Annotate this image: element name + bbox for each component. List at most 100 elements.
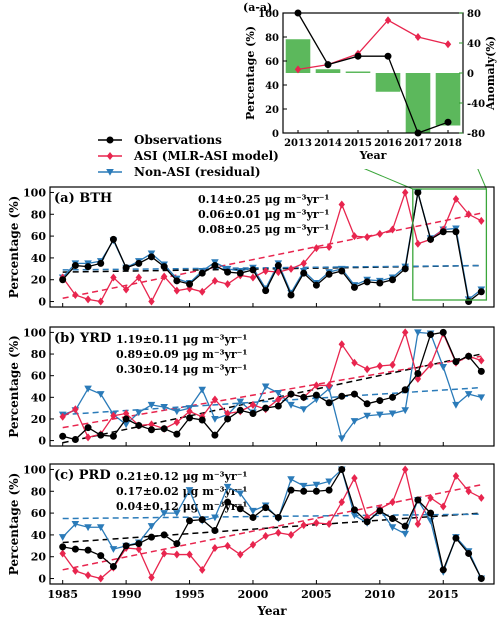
series-line [62,330,482,439]
data-point [325,399,333,407]
data-point [211,431,219,439]
x-tick-label: 2005 [301,588,332,601]
trend-line [62,353,482,444]
anomaly-bar [405,73,431,133]
data-point [414,188,422,196]
data-point [338,200,345,209]
data-point [465,487,472,496]
x-tick-label: 2000 [238,588,269,601]
data-point [376,397,384,405]
data-point [147,523,156,530]
y-axis-label: Percentage (%) [7,196,21,299]
legend-item: ASI (MLR-ASI model) [98,149,279,163]
plot-frame [49,186,495,308]
inset-data-point [384,52,392,60]
data-point [224,409,231,418]
data-point [223,483,232,491]
y-tick-label: 100 [23,186,46,199]
legend-marker [106,152,114,160]
data-point [363,233,371,242]
data-point [325,486,333,494]
data-point [97,552,105,560]
data-point [135,409,143,417]
data-point [402,188,409,197]
data-point [312,391,320,399]
data-point [160,510,168,517]
data-point [262,287,270,295]
data-point [363,518,371,526]
data-point [135,273,142,282]
data-point [401,530,409,538]
data-point [427,360,434,369]
data-point [300,259,307,268]
data-point [261,383,270,391]
data-point [135,259,143,267]
data-point [351,232,358,241]
data-point [299,482,308,490]
data-point [376,279,384,287]
data-point [224,498,232,506]
data-point [338,267,346,275]
inset-y-tick-label: 0 [272,129,279,140]
data-point [173,418,181,427]
data-point [478,493,485,502]
x-tick-label: 1990 [111,588,142,601]
x-tick-label: 1985 [47,588,78,601]
data-point [186,550,193,559]
data-point [236,269,244,277]
inset-data-point [354,52,362,60]
inset-y2-tick-label: 0 [467,69,474,80]
data-point [452,401,460,409]
data-point [224,415,232,423]
data-point [287,401,295,409]
data-point [325,243,333,251]
data-point [287,530,295,539]
data-point [224,280,231,289]
inset-series-line [297,12,449,134]
data-point [414,239,422,248]
data-point [186,280,194,288]
data-point [59,432,67,440]
inset-data-point [294,9,302,17]
plot-frame [49,326,495,447]
data-point [439,228,447,236]
inset-y-tick-label: 80 [265,33,279,44]
data-point [350,283,358,291]
data-point [147,401,156,409]
data-point [287,291,295,299]
data-point [160,404,168,411]
data-point [148,573,155,582]
data-point [465,549,473,557]
data-point [173,540,181,548]
data-point [160,272,168,281]
data-point [477,367,485,375]
data-point [198,269,206,277]
data-point [199,565,206,574]
data-point [464,391,473,398]
data-point [84,433,92,442]
inset-y-tick-label: 100 [258,9,279,20]
inset-y2-tick-label: -40 [467,99,485,110]
data-point [439,566,447,574]
data-point [122,421,130,429]
inset-y-tick-label: 40 [265,81,279,92]
data-point [376,361,384,370]
data-point [300,487,308,495]
data-point [262,404,270,412]
data-point [275,395,282,404]
data-point [274,389,283,397]
data-point [440,502,447,511]
y-tick-label: 0 [38,435,46,448]
x-tick-label: 2015 [428,588,459,601]
series-line [62,190,482,303]
data-point [312,481,321,489]
data-point [122,542,130,550]
data-point [160,531,168,539]
data-point [325,381,333,390]
data-point [59,276,67,284]
data-point [122,285,130,294]
y-tick-label: 40 [31,252,47,265]
data-point [414,329,422,337]
data-point [312,281,320,289]
data-point [249,410,257,418]
